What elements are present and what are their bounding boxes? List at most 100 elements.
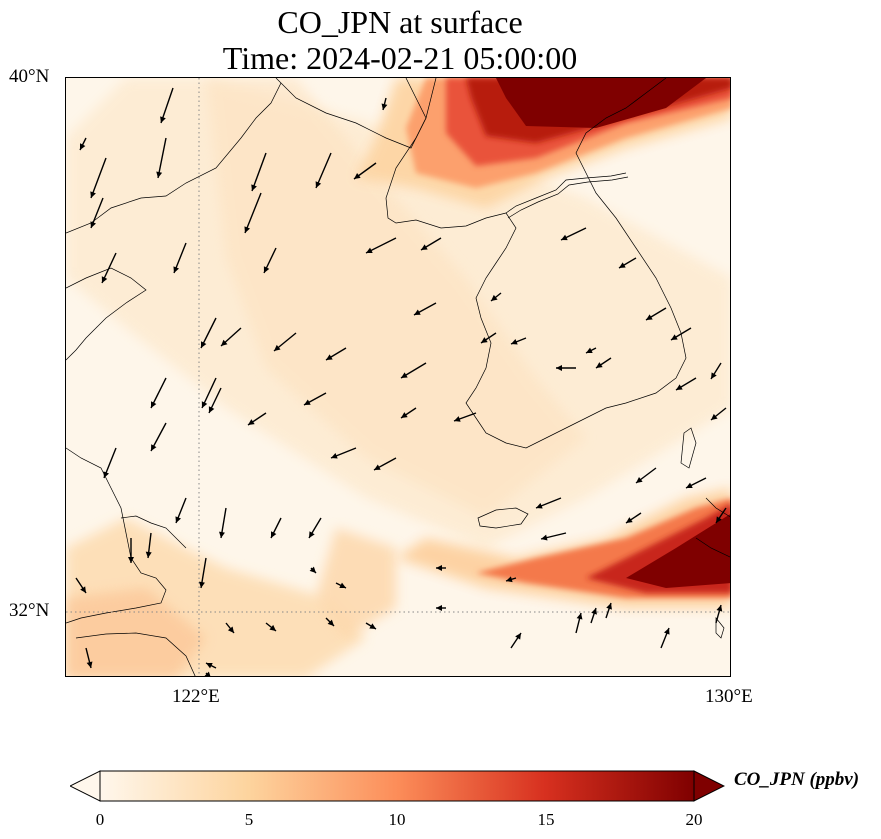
colorbar-tick-20: 20 [685,810,703,829]
wind-arrow-head [151,444,157,451]
wind-arrow-head [515,633,521,640]
concentration-field [66,78,730,676]
colorbar-tick-0: 0 [95,810,105,829]
wind-arrow-head [199,581,205,588]
wind-arrow-head [596,362,603,368]
coastlines [66,78,730,676]
wind-arrow-shaft [157,137,167,179]
wind-arrow-head [219,531,225,538]
liaodong-coast [275,78,427,149]
wind-arrow-head [263,266,270,273]
wind-arrow-head [251,184,257,191]
wind-arrow-head [90,221,97,228]
colorbar-tick-5: 5 [244,810,254,829]
wind-arrow-head [541,534,548,541]
wind-arrow-head [327,619,334,626]
colorbar-max-extend [693,770,725,802]
wind-arrow-head [536,502,543,509]
wind-arrow-head [436,605,442,611]
lon-tick-122e: 122°E [172,686,220,707]
wind-arrow-head [160,116,166,123]
wind-arrow-head [248,419,255,425]
wind-arrow-head [366,247,373,253]
wind-arrow-head [626,517,633,523]
wind-arrow-head [331,452,338,459]
wind-vectors [75,87,727,676]
wind-arrow-head [586,347,593,353]
wind-arrow-head [414,309,421,315]
wind-arrow-head [156,171,163,178]
wind-arrow-head [80,586,86,593]
colorbar-tick-10: 10 [388,810,406,829]
wind-arrow-head [201,401,208,408]
wind-arrow-head [576,613,583,620]
wind-arrow-shaft [244,192,262,234]
wind-arrow-head [201,341,207,348]
lat-tick-32n: 32°N [9,600,50,621]
wind-arrow-head [636,477,643,483]
wind-arrow-shaft [90,157,107,199]
wind-arrow-head [274,344,281,351]
gridlines [66,78,730,676]
wind-arrow-head [221,339,228,346]
wind-arrow-head [339,582,346,588]
wind-arrow-head [86,661,93,668]
kyushu-coast [695,497,730,639]
wind-arrow-head [354,173,361,179]
wind-arrow-head [315,181,322,188]
wind-arrow-head [556,365,562,371]
wind-arrow-head [381,103,388,110]
wind-arrow-shaft [160,87,174,124]
colorbar-min-extend [70,770,101,802]
wind-arrow-head [145,551,152,558]
wind-arrow-head [716,516,722,523]
wind-arrow-head [646,314,653,320]
wind-arrow-head [491,294,498,301]
lat-tick-40n: 40°N [9,66,50,87]
wind-arrow-head [374,464,381,470]
wind-arrow-head [711,413,718,420]
wind-arrow-head [326,354,333,360]
wind-arrow-head [369,623,376,629]
jeju-island [477,507,529,529]
map-panel [65,77,731,677]
colorbar-tick-15: 15 [537,810,555,829]
wind-arrow-head [244,226,251,233]
wind-arrow-head [454,416,461,422]
wind-arrow-head [671,334,678,340]
wind-arrow-head [208,406,215,413]
wind-arrow-head [436,565,442,571]
wind-arrow-head [716,605,723,612]
wind-arrow-head [591,608,597,615]
wind-arrow-head [619,262,626,268]
wind-arrow-head [103,471,110,478]
wind-arrow-head [175,516,182,523]
wind-arrow-head [309,566,316,573]
wind-arrow-head [401,372,408,378]
wind-arrow-head [676,384,683,390]
lon-tick-130e: 130°E [705,686,753,707]
map-subtitle-time: Time: 2024-02-21 05:00:00 [222,40,578,76]
wind-arrow-head [101,276,108,283]
map-title: CO_JPN at surface [277,4,523,40]
wind-arrow-head [90,191,96,198]
wind-arrow-shaft [315,152,332,189]
wind-arrow-head [269,624,276,631]
colorbar-gradient [99,770,695,802]
wind-arrow-head [711,372,717,379]
wind-arrow-head [309,531,315,538]
wind-arrow-head [686,482,693,488]
wind-arrow-shaft [251,152,267,192]
wind-arrow-head [206,663,213,669]
wind-arrow-head [561,234,568,241]
wind-arrow-head [401,412,408,418]
wind-arrow-head [227,626,234,633]
wind-arrow-head [421,244,428,250]
china-coast [66,82,282,676]
plume-band-mid [206,78,586,518]
wind-arrow-head [606,603,612,610]
colorbar [70,770,725,802]
korea-coast [465,78,687,449]
dmz-border [505,172,627,214]
wind-arrow-head [663,628,670,635]
